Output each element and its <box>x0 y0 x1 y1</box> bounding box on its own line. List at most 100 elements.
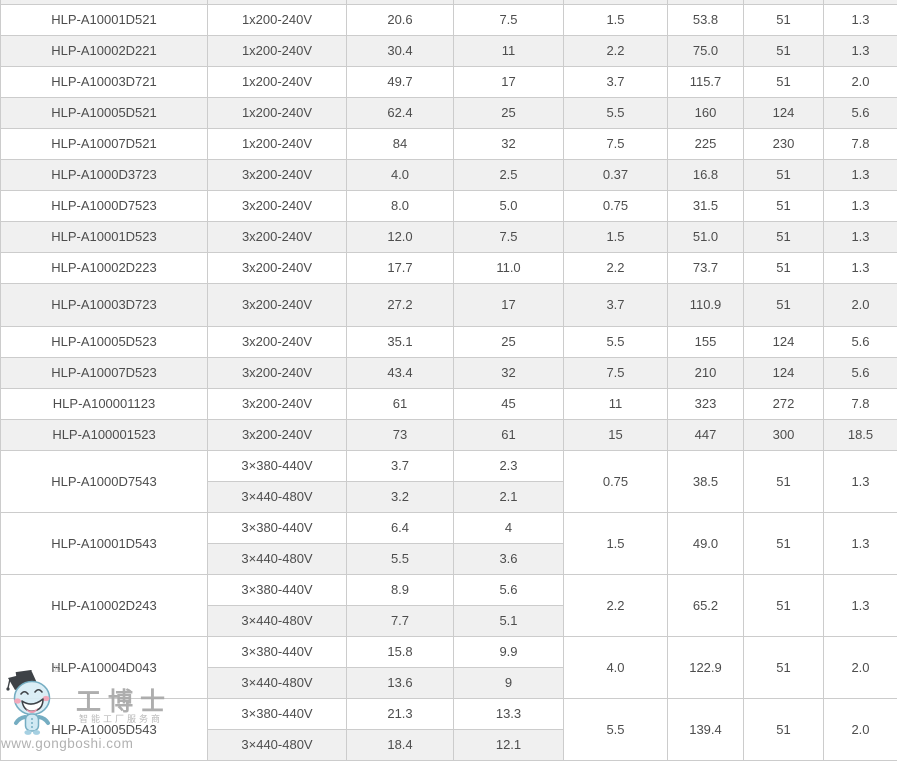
value-cell: 2.0 <box>823 282 897 327</box>
value-cell: 3.7 <box>563 65 668 98</box>
value-cell: 51 <box>743 220 824 253</box>
value-cell: 45 <box>453 387 564 420</box>
value-cell: 1.3 <box>823 34 897 67</box>
value-cell-merged: 1.3 <box>823 449 897 513</box>
value-cell: 7.5 <box>563 356 668 389</box>
model-cell: HLP-A10004D043 <box>0 635 208 699</box>
table-row-group-top: HLP-A1000D7543 3×380-440V 3.7 2.3 0.75 38.5 51… <box>0 449 897 513</box>
value-cell: 51.0 <box>667 220 744 253</box>
voltage-cell: 3×440-480V <box>207 604 347 637</box>
table-row: HLP-A10005D523 3x200-240V 35.1 25 5.5 155 124 5… <box>0 325 897 358</box>
value-cell: 62.4 <box>346 96 454 129</box>
value-cell: 0.75 <box>563 189 668 222</box>
table-row: HLP-A10002D221 1x200-240V 30.4 11 2.2 75.0 51 1… <box>0 34 897 67</box>
value-cell: 12.1 <box>453 728 564 761</box>
value-cell: 1.5 <box>563 220 668 253</box>
table-row: HLP-A10007D521 1x200-240V 84 32 7.5 225 230 7.8 <box>0 127 897 160</box>
voltage-cell: 3×380-440V <box>207 511 347 544</box>
model-cell: HLP-A10002D221 <box>0 34 208 67</box>
value-cell: 300 <box>743 418 824 451</box>
voltage-cell: 3x200-240V <box>207 325 347 358</box>
table-row: HLP-A10001D523 3x200-240V 12.0 7.5 1.5 51.0 51… <box>0 220 897 253</box>
table-row: HLP-A10007D523 3x200-240V 43.4 32 7.5 210 124 5… <box>0 356 897 389</box>
table-row: HLP-A10002D223 3x200-240V 17.7 11.0 2.2 73.7 5… <box>0 251 897 284</box>
value-cell-merged: 139.4 <box>667 697 744 761</box>
value-cell: 61 <box>346 387 454 420</box>
value-cell: 15.8 <box>346 635 454 668</box>
value-cell: 230 <box>743 127 824 160</box>
value-cell: 84 <box>346 127 454 160</box>
value-cell: 155 <box>667 325 744 358</box>
value-cell: 15 <box>563 418 668 451</box>
voltage-cell: 3×380-440V <box>207 573 347 606</box>
value-cell: 5.6 <box>453 573 564 606</box>
value-cell: 16.8 <box>667 158 744 191</box>
value-cell: 61 <box>453 418 564 451</box>
voltage-cell: 3x200-240V <box>207 158 347 191</box>
table-row-group-top: HLP-A10001D543 3×380-440V 6.4 4 1.5 49.0 51 1.3 <box>0 511 897 575</box>
table-row-group-bottom: 3×440-480V 13.6 9 <box>1 666 897 699</box>
value-cell-merged: 4.0 <box>563 635 668 699</box>
value-cell: 5.5 <box>563 96 668 129</box>
voltage-cell: 3×440-480V <box>207 480 347 513</box>
voltage-cell: 3x200-240V <box>207 282 347 327</box>
value-cell: 225 <box>667 127 744 160</box>
model-cell: HLP-A1000D7523 <box>0 189 208 222</box>
value-cell: 21.3 <box>346 697 454 730</box>
value-cell: 2.3 <box>453 449 564 482</box>
value-cell: 1.3 <box>823 220 897 253</box>
value-cell: 35.1 <box>346 325 454 358</box>
value-cell-merged: 51 <box>743 635 824 699</box>
value-cell-merged: 49.0 <box>667 511 744 575</box>
voltage-cell: 1x200-240V <box>207 34 347 67</box>
voltage-cell: 3x200-240V <box>207 189 347 222</box>
value-cell: 1.5 <box>563 3 668 36</box>
value-cell: 18.5 <box>823 418 897 451</box>
value-cell: 17.7 <box>346 251 454 284</box>
voltage-cell: 1x200-240V <box>207 3 347 36</box>
value-cell: 5.5 <box>346 542 454 575</box>
voltage-cell: 3x200-240V <box>207 418 347 451</box>
model-cell: HLP-A10007D521 <box>0 127 208 160</box>
table-row: HLP-A100001123 3x200-240V 61 45 11 323 272 7.8 <box>0 387 897 420</box>
value-cell: 4 <box>453 511 564 544</box>
value-cell: 11.0 <box>453 251 564 284</box>
value-cell-merged: 51 <box>743 573 824 637</box>
model-cell: HLP-A10003D723 <box>0 282 208 327</box>
value-cell: 5.0 <box>453 189 564 222</box>
table-row: HLP-A10005D521 1x200-240V 62.4 25 5.5 160 124 5… <box>0 96 897 129</box>
value-cell: 4.0 <box>346 158 454 191</box>
value-cell-merged: 65.2 <box>667 573 744 637</box>
value-cell: 210 <box>667 356 744 389</box>
value-cell: 73 <box>346 418 454 451</box>
voltage-cell: 3×440-480V <box>207 542 347 575</box>
value-cell: 8.0 <box>346 189 454 222</box>
value-cell: 5.1 <box>453 604 564 637</box>
table-row-group-bottom: 3×440-480V 3.2 2.1 <box>1 480 897 513</box>
voltage-cell: 1x200-240V <box>207 127 347 160</box>
voltage-cell: 3×380-440V <box>207 635 347 668</box>
voltage-cell: 3×380-440V <box>207 697 347 730</box>
value-cell-merged: 122.9 <box>667 635 744 699</box>
model-cell: HLP-A10002D243 <box>0 573 208 637</box>
value-cell: 323 <box>667 387 744 420</box>
value-cell: 2.0 <box>823 65 897 98</box>
value-cell-merged: 1.5 <box>563 511 668 575</box>
value-cell: 272 <box>743 387 824 420</box>
model-cell: HLP-A10005D543 <box>0 697 208 761</box>
value-cell: 2.2 <box>563 251 668 284</box>
value-cell-merged: 0.75 <box>563 449 668 513</box>
value-cell: 0.37 <box>563 158 668 191</box>
value-cell: 5.6 <box>823 325 897 358</box>
model-cell: HLP-A100001523 <box>0 418 208 451</box>
value-cell: 11 <box>563 387 668 420</box>
value-cell-merged: 51 <box>743 511 824 575</box>
value-cell: 27.2 <box>346 282 454 327</box>
voltage-cell: 3×380-440V <box>207 449 347 482</box>
value-cell: 20.6 <box>346 3 454 36</box>
value-cell-merged: 2.2 <box>563 573 668 637</box>
value-cell: 7.8 <box>823 387 897 420</box>
value-cell: 1.3 <box>823 251 897 284</box>
value-cell: 13.6 <box>346 666 454 699</box>
